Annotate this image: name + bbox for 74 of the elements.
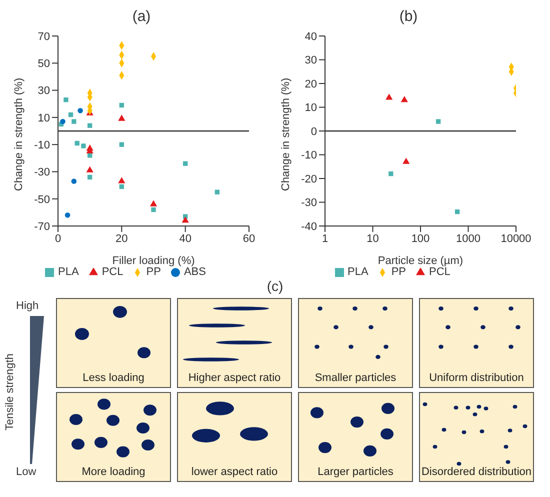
y-tick-label: -10 (301, 150, 317, 162)
x-tick-label: 100 (411, 232, 430, 245)
text: (c) (266, 278, 284, 296)
y-tick-label: 10 (304, 102, 317, 114)
x-tick-label: 40 (179, 232, 192, 245)
point (81, 144, 86, 148)
point (74, 140, 80, 146)
y-tick-label: 10 (38, 112, 50, 124)
point (150, 200, 158, 206)
point (68, 112, 74, 118)
y-tick-label: -30 (34, 166, 50, 179)
legend-label: PCL (102, 266, 124, 278)
y-tick-label: -20 (301, 173, 317, 186)
x-tick-label: 1000 (456, 232, 480, 245)
point (182, 216, 189, 223)
chart-title: (b) (398, 8, 419, 27)
point (60, 118, 66, 124)
point (78, 108, 83, 114)
y-tick-label: 30 (304, 54, 317, 67)
x-tick-label: 20 (116, 232, 128, 245)
point (87, 153, 92, 158)
legend-label: PLA (348, 266, 368, 278)
point (118, 114, 126, 121)
x-tick-label: 60 (242, 232, 256, 245)
legend-label: ABS (184, 266, 206, 278)
text: Less loading (82, 372, 146, 384)
x-tick-label: 1 (322, 232, 328, 245)
y-tick-label: -50 (34, 194, 50, 206)
text: Tensile strength (4, 352, 16, 433)
x-axis-title: Filler loading (%) (112, 255, 195, 267)
point (214, 190, 220, 194)
point (119, 184, 124, 189)
text: lower aspect ratio (190, 466, 279, 478)
point (182, 161, 188, 166)
legend-label: PP (146, 266, 161, 278)
point (118, 177, 126, 184)
legend-label: PP (391, 266, 406, 278)
point (64, 212, 70, 218)
text: More loading (80, 466, 146, 478)
text: Low (16, 466, 36, 478)
text: Larger particles (316, 466, 394, 478)
y-tick-label: 70 (38, 30, 50, 43)
y-axis-title: Change in strength (%) (280, 78, 292, 191)
y-tick-label: 30 (38, 85, 50, 98)
point (119, 102, 124, 108)
y-tick-label: -10 (34, 139, 50, 152)
y-tick-label: 40 (304, 30, 317, 43)
y-tick-label: 20 (304, 78, 317, 90)
y-tick-label: -70 (34, 220, 50, 233)
point (71, 178, 77, 184)
y-axis-title: Change in strength (%) (12, 78, 25, 191)
text: Uniform distribution (428, 372, 525, 384)
y-tick-label: -30 (301, 197, 317, 210)
legend-label: PCL (429, 266, 450, 278)
point (64, 97, 68, 102)
x-tick-label: 10 (366, 232, 379, 245)
y-tick-label: 50 (38, 58, 50, 70)
text: Disordered distribution (420, 466, 533, 478)
x-tick-label: 10000 (500, 232, 532, 245)
point (87, 174, 92, 180)
point (119, 142, 124, 147)
point (87, 123, 92, 128)
text: Smaller particles (314, 372, 398, 384)
x-axis-title: Particle size (µm) (378, 255, 464, 267)
point (72, 119, 76, 124)
y-tick-label: 0 (310, 126, 317, 138)
point (86, 166, 94, 172)
y-tick-label: -40 (301, 220, 317, 233)
point (151, 207, 156, 212)
legend-label: PLA (58, 266, 79, 278)
chart-title: (a) (131, 8, 152, 27)
x-tick-label: 0 (54, 232, 62, 245)
text: Higher aspect ratio (187, 372, 282, 384)
text: High (16, 300, 39, 312)
